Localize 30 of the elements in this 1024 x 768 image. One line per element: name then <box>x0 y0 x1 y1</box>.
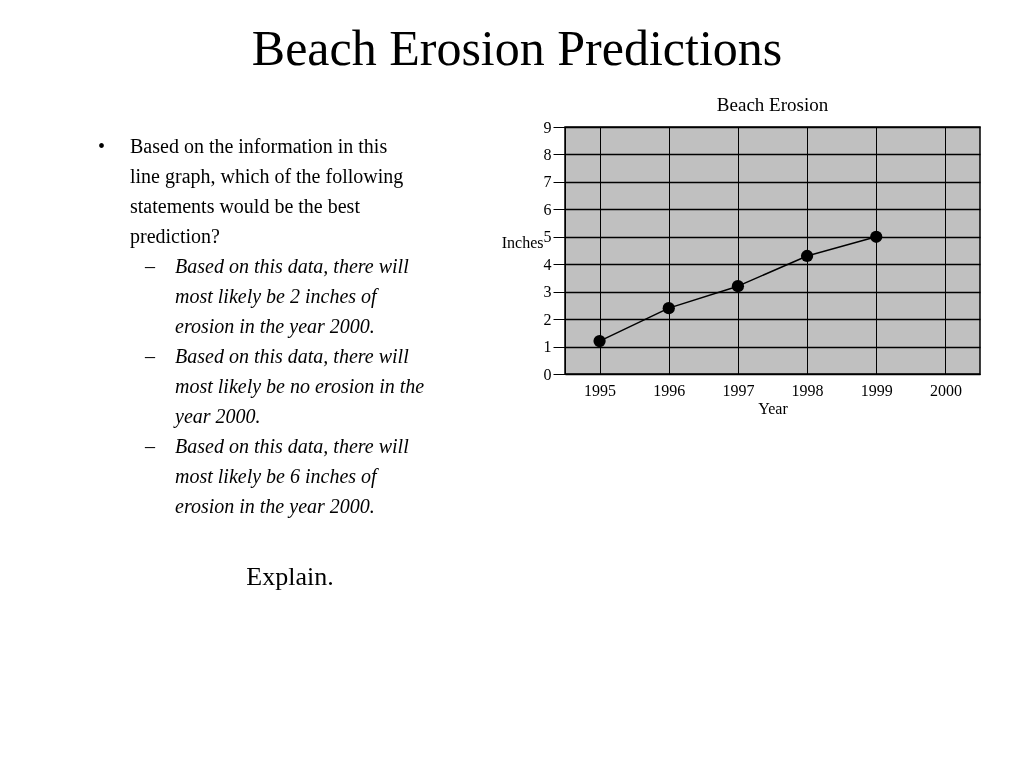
y-tick-label: 3 <box>543 283 552 301</box>
x-tick-label: 1997 <box>722 381 755 399</box>
point <box>731 280 745 293</box>
x-tick-label: 1996 <box>653 381 686 399</box>
point <box>800 249 814 263</box>
y-axis-title: Inches <box>501 234 544 251</box>
y-tick-label: 6 <box>543 200 552 218</box>
y-tick-label: 0 <box>543 365 552 383</box>
x-tick-label: 2000 <box>929 381 962 399</box>
x-tick-label: 1998 <box>791 381 824 399</box>
y-tick-label: 5 <box>543 228 552 246</box>
text: – Based on this data, there will most likely be no erosion in the year 2000. <box>145 345 425 427</box>
text: • Based on the information in this line graph, which of the following statements would be the best prediction? <box>98 135 404 247</box>
point <box>662 302 675 315</box>
y-tick-label: 4 <box>543 255 552 273</box>
point <box>593 334 606 348</box>
text: Beach Erosion Predictions <box>251 20 783 76</box>
x-tick-label: 1999 <box>860 381 893 399</box>
y-tick-label: 2 <box>543 310 552 328</box>
text: – Based on this data, there will most likely be 6 inches of erosion in the year 2000. <box>145 435 409 517</box>
x-tick-label: 1995 <box>584 381 617 399</box>
point <box>870 230 883 243</box>
y-tick-label: 9 <box>543 118 552 136</box>
y-tick-label: 7 <box>543 173 552 191</box>
y-tick-label: 8 <box>543 145 552 163</box>
y-tick-label: 1 <box>543 338 552 356</box>
chart-title: Beach Erosion <box>716 94 829 115</box>
x-axis-title: Year <box>758 399 789 417</box>
text: Explain. <box>246 562 334 591</box>
text: – Based on this data, there will most likely be 2 inches of erosion in the year 2000. <box>145 255 409 337</box>
